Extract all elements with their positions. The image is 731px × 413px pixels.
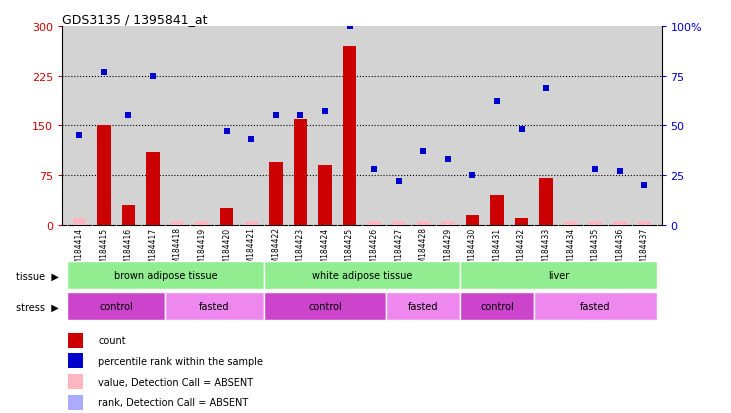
Text: GSM184418: GSM184418 [173,227,182,273]
Bar [67,293,165,320]
Text: stress  ▶: stress ▶ [16,301,58,312]
Text: GSM184421: GSM184421 [247,227,256,273]
Text: control: control [99,301,133,312]
Text: GSM184435: GSM184435 [591,227,599,273]
Text: GSM184426: GSM184426 [370,227,379,273]
Text: GSM184425: GSM184425 [345,227,354,273]
Bar [195,222,209,225]
Point [295,113,306,119]
Text: brown adipose tissue: brown adipose tissue [113,271,217,281]
Text: fasted: fasted [199,301,230,312]
Bar [97,126,110,225]
Point [319,109,331,115]
Bar [417,222,430,225]
Point [540,85,552,92]
Point [589,166,601,173]
Bar [68,333,83,348]
Text: GSM184419: GSM184419 [197,227,207,273]
Bar [171,222,184,225]
Bar [515,218,529,225]
Text: GSM184420: GSM184420 [222,227,231,273]
Point [638,182,650,189]
Bar [564,222,577,225]
Text: GSM184430: GSM184430 [468,227,477,273]
Bar [72,218,86,225]
Bar [460,262,656,290]
Text: GSM184417: GSM184417 [148,227,158,273]
Bar [343,47,356,225]
Bar [491,195,504,225]
Text: control: control [480,301,514,312]
Text: GSM184429: GSM184429 [443,227,452,273]
Point [442,157,454,163]
Text: GSM184427: GSM184427 [394,227,404,273]
Point [74,133,86,139]
Text: GSM184423: GSM184423 [296,227,305,273]
Text: GSM184432: GSM184432 [517,227,526,273]
Point [221,128,232,135]
Bar [318,166,332,225]
Bar [294,119,307,225]
Text: percentile rank within the sample: percentile rank within the sample [98,356,263,366]
Bar [588,222,602,225]
Text: rank, Detection Call = ABSENT: rank, Detection Call = ABSENT [98,397,249,407]
Text: count: count [98,335,126,345]
Bar [68,395,83,410]
Bar [264,262,460,290]
Bar [368,222,381,225]
Bar [67,262,264,290]
Bar [220,209,233,225]
Text: GSM184414: GSM184414 [75,227,84,273]
Bar [245,222,258,225]
Point [270,113,281,119]
Bar [539,179,553,225]
Text: GSM184431: GSM184431 [493,227,501,273]
Bar [264,293,387,320]
Point [123,113,135,119]
Point [614,168,626,175]
Bar [392,222,406,225]
Bar [165,293,264,320]
Point [98,69,110,76]
Point [147,73,159,80]
Text: control: control [308,301,342,312]
Bar [68,354,83,368]
Text: GSM184422: GSM184422 [271,227,281,273]
Text: tissue  ▶: tissue ▶ [15,271,58,281]
Text: GDS3135 / 1395841_at: GDS3135 / 1395841_at [62,13,208,26]
Point [491,99,503,105]
Point [344,24,355,30]
Bar [637,222,651,225]
Text: GSM184437: GSM184437 [640,227,649,273]
Point [515,127,527,133]
Bar [466,215,479,225]
Text: GSM184428: GSM184428 [419,227,428,273]
Point [246,137,257,143]
Text: fasted: fasted [408,301,439,312]
Point [466,172,478,179]
Bar [441,222,455,225]
Text: liver: liver [548,271,569,281]
Point [393,178,404,185]
Text: value, Detection Call = ABSENT: value, Detection Call = ABSENT [98,377,253,387]
Bar [460,293,534,320]
Point [417,148,429,155]
Text: GSM184436: GSM184436 [616,227,624,273]
Text: fasted: fasted [580,301,610,312]
Text: GSM184416: GSM184416 [124,227,133,273]
Bar [269,162,283,225]
Text: GSM184415: GSM184415 [99,227,108,273]
Bar [613,222,626,225]
Text: GSM184424: GSM184424 [320,227,330,273]
Point [368,166,380,173]
Bar [534,293,656,320]
Bar [387,293,460,320]
Text: GSM184434: GSM184434 [566,227,575,273]
Text: GSM184433: GSM184433 [542,227,550,273]
Text: white adipose tissue: white adipose tissue [311,271,412,281]
Bar [146,152,160,225]
Bar [68,374,83,389]
Bar [121,205,135,225]
